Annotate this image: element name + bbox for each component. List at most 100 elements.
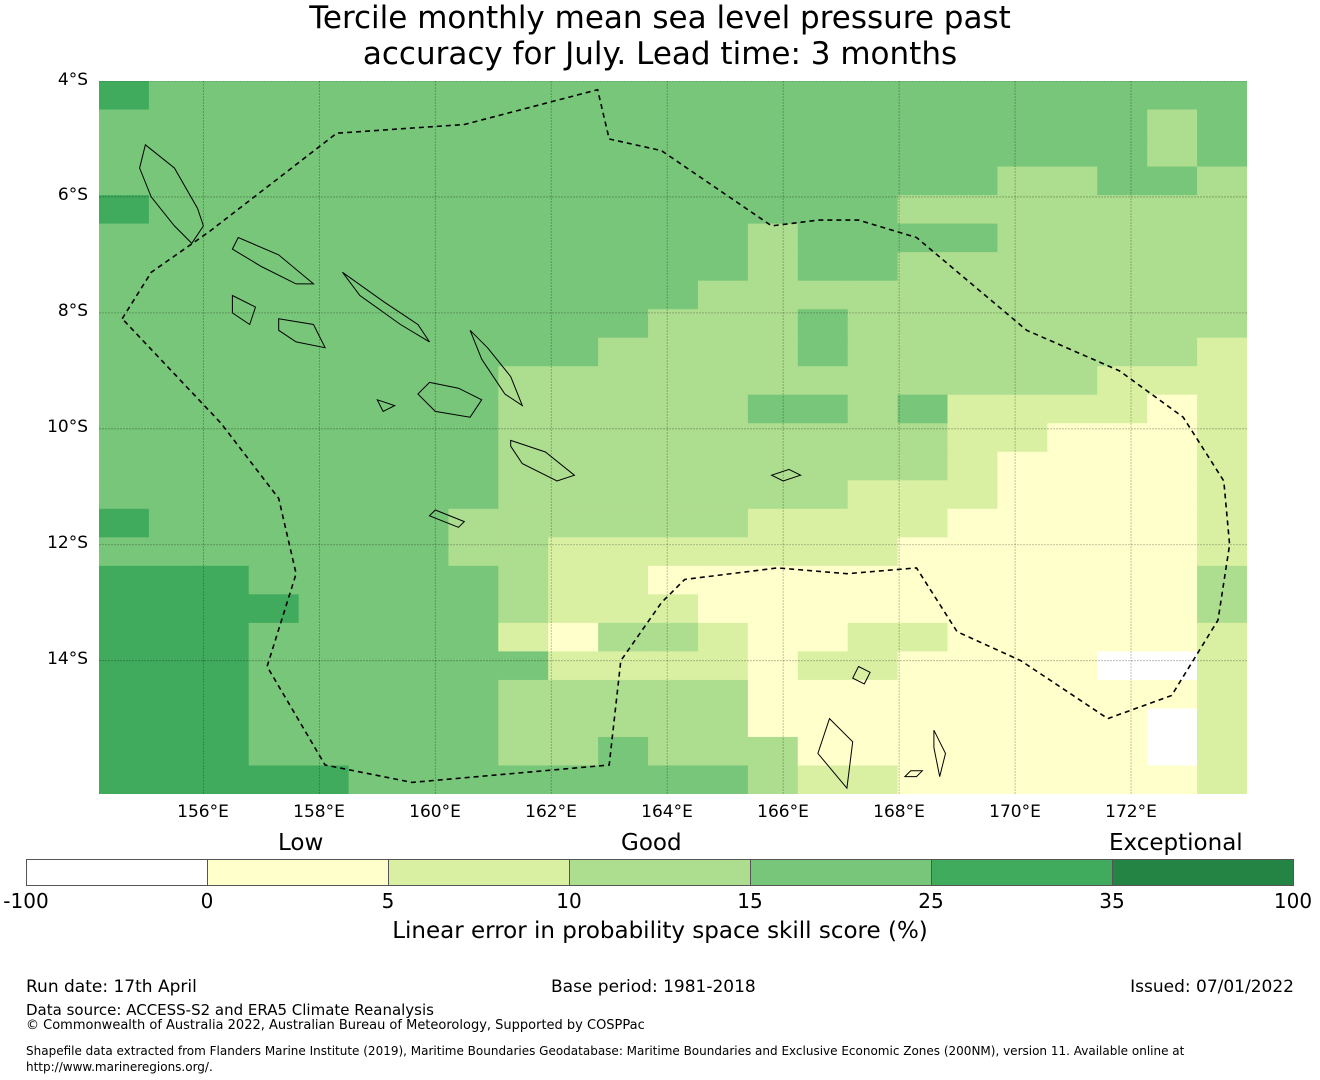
skill-cell: [1147, 508, 1198, 538]
skill-cell: [99, 280, 150, 310]
skill-cell: [548, 366, 599, 396]
skill-cell: [198, 394, 250, 424]
skill-cell: [298, 109, 350, 139]
skill-cell: [148, 195, 200, 225]
skill-cell: [398, 622, 449, 652]
skill-cell: [797, 337, 849, 367]
island-outline: [139, 143, 204, 245]
island-outline: [342, 271, 430, 343]
skill-cell: [747, 594, 799, 624]
skill-cell: [697, 195, 749, 225]
skill-cell: [1047, 508, 1098, 538]
skill-cell: [398, 138, 449, 168]
skill-cell: [548, 679, 599, 710]
skill-cell: [99, 765, 150, 794]
skill-cell: [148, 223, 200, 253]
skill-cell: [498, 708, 549, 738]
skill-cell: [99, 708, 150, 738]
skill-cell: [897, 309, 949, 339]
skill-cell: [248, 109, 300, 139]
skill-cell: [448, 708, 499, 738]
skill-cell: [1097, 508, 1148, 538]
skill-cell: [398, 337, 449, 367]
skill-cell: [1097, 394, 1148, 424]
skill-cell: [398, 451, 449, 481]
skill-cell: [348, 366, 400, 396]
skill-cell: [797, 394, 849, 424]
skill-cell: [697, 565, 749, 595]
skill-cell: [198, 708, 250, 738]
skill-cell: [298, 679, 350, 710]
skill-cell: [648, 337, 699, 367]
skill-cell: [99, 81, 150, 111]
skill-cell: [498, 765, 549, 794]
skill-cell: [648, 366, 699, 396]
skill-cell: [1047, 565, 1098, 595]
skill-cell: [997, 594, 1048, 624]
skill-cell: [847, 394, 899, 424]
skill-cell: [99, 679, 150, 710]
skill-cell: [648, 451, 699, 481]
title-line-1: Tercile monthly mean sea level pressure …: [309, 0, 1011, 36]
lat-label-4s: 4°S: [57, 70, 88, 90]
skill-cell: [1097, 651, 1148, 681]
skill-cell: [1197, 337, 1247, 367]
skill-cell: [847, 537, 899, 567]
skill-cell: [1047, 651, 1098, 681]
island-outline: [469, 329, 524, 407]
skill-cell: [1097, 223, 1148, 253]
skill-cell: [198, 252, 250, 282]
colorbar-segment-3: [570, 860, 751, 885]
skill-cell: [598, 252, 649, 282]
skill-cell: [398, 594, 449, 624]
skill-cell: [148, 480, 200, 510]
skill-cell: [448, 252, 499, 282]
lon-label-164e: 164°E: [641, 802, 693, 822]
skill-cell: [997, 679, 1048, 710]
shapefile-credit-line-2: http://www.marineregions.org/.: [26, 1060, 213, 1074]
skill-cell: [797, 622, 849, 652]
skill-cell: [797, 480, 849, 510]
skill-cell: [697, 81, 749, 111]
skill-cell: [198, 451, 250, 481]
skill-cell: [1147, 109, 1198, 139]
category-good: Good: [621, 830, 682, 856]
skill-cell: [997, 451, 1048, 481]
skill-cell: [198, 166, 250, 196]
skill-cell: [897, 736, 949, 767]
skill-cell: [797, 565, 849, 595]
skill-cell: [1197, 166, 1247, 196]
skill-cell: [99, 195, 150, 225]
skill-cell: [847, 280, 899, 310]
skill-cell: [897, 394, 949, 424]
skill-cell: [648, 81, 699, 111]
skill-cell: [1147, 451, 1198, 481]
skill-cell: [1047, 337, 1098, 367]
skill-cell: [648, 280, 699, 310]
run-date: Run date: 17th April: [26, 977, 197, 997]
skill-cell: [1047, 765, 1098, 794]
skill-cell: [797, 651, 849, 681]
skill-cell: [498, 252, 549, 282]
skill-cell: [897, 679, 949, 710]
skill-cell: [1147, 622, 1198, 652]
skill-cell: [99, 565, 150, 595]
skill-cell: [348, 594, 400, 624]
skill-cell: [148, 651, 200, 681]
skill-cell: [248, 480, 300, 510]
skill-cell: [1097, 565, 1148, 595]
skill-cell: [847, 423, 899, 453]
skill-cell: [398, 423, 449, 453]
skill-cell: [448, 537, 499, 567]
skill-cell: [448, 765, 499, 794]
skill-cell: [697, 736, 749, 767]
skill-cell: [747, 679, 799, 710]
skill-cell: [747, 309, 799, 339]
skill-cell: [1147, 480, 1198, 510]
skill-cell: [448, 451, 499, 481]
skill-cell: [248, 394, 300, 424]
skill-cell: [448, 480, 499, 510]
skill-cell: [198, 594, 250, 624]
skill-cell: [648, 594, 699, 624]
skill-cell: [248, 138, 300, 168]
